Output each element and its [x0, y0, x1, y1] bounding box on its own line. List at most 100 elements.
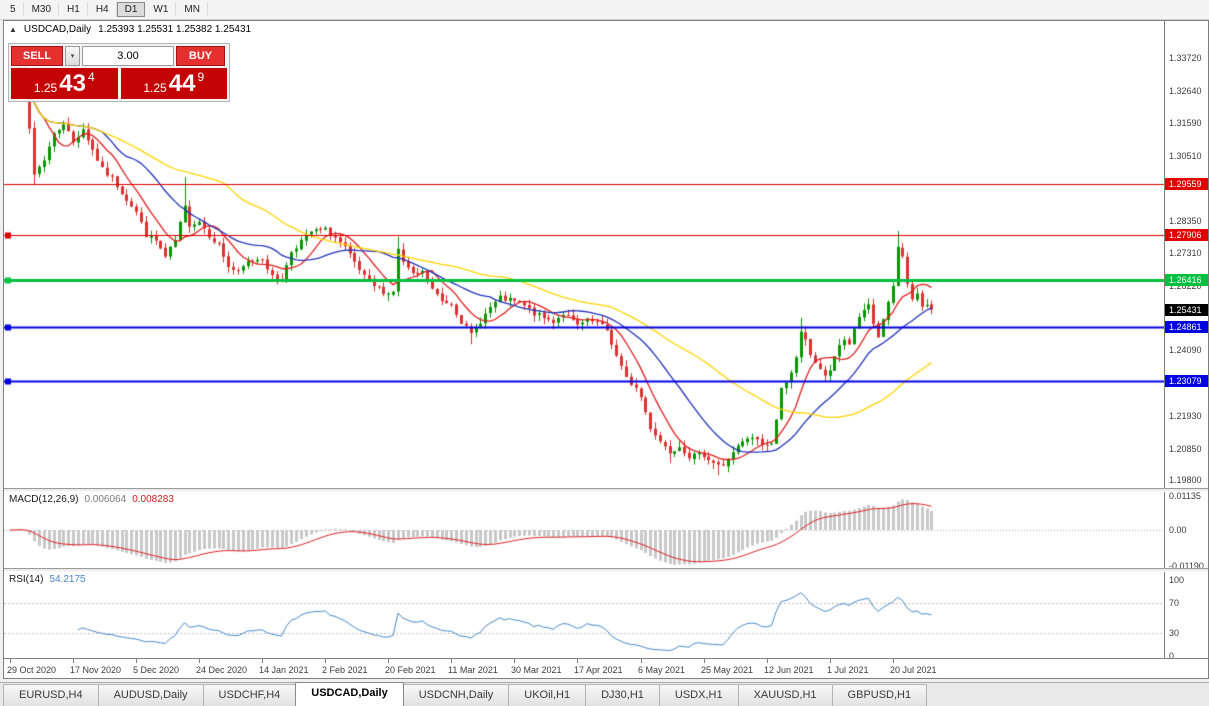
- time-axis-label: 24 Dec 2020: [196, 665, 248, 675]
- rsi-axis-label: 0: [1169, 651, 1175, 661]
- price-axis-label: 1.30510: [1169, 151, 1202, 161]
- buy-price-prefix: 1.25: [143, 81, 167, 95]
- chart-tab-usdcnh[interactable]: USDCNH,Daily: [402, 684, 510, 706]
- macd-header: MACD(12,26,9) 0.006064 0.008283: [9, 494, 174, 505]
- time-axis-label: 5 Dec 2020: [133, 665, 180, 675]
- timeframe-toolbar: 5 M30 H1 H4 D1 W1 MN: [0, 0, 1209, 20]
- time-axis-label: 17 Nov 2020: [70, 665, 122, 675]
- collapse-trade-panel-icon[interactable]: ▲: [9, 25, 17, 34]
- timeframe-button-h1[interactable]: H1: [59, 2, 88, 17]
- time-axis-tick: [451, 659, 452, 663]
- time-axis-label: 1 Jul 2021: [827, 665, 869, 675]
- time-axis-label: 20 Feb 2021: [385, 665, 436, 675]
- rsi-axis-label: 100: [1169, 575, 1185, 585]
- rsi-indicator-canvas[interactable]: [4, 572, 1164, 658]
- lot-size-input[interactable]: [82, 46, 174, 66]
- panel-divider[interactable]: [4, 488, 1208, 492]
- price-level-badge: 1.26416: [1165, 274, 1208, 286]
- time-axis-tick: [767, 659, 768, 663]
- macd-indicator-canvas[interactable]: [4, 492, 1164, 568]
- lot-size-stepper[interactable]: ▾: [65, 46, 80, 66]
- chevron-down-icon: ▾: [70, 53, 75, 60]
- buy-button[interactable]: BUY: [176, 46, 225, 66]
- price-axis-label: 1.21930: [1169, 411, 1202, 421]
- time-axis-label: 29 Oct 2020: [7, 665, 57, 675]
- time-axis-tick: [641, 659, 642, 663]
- chart-header: ▲ USDCAD,Daily 1.25393 1.25531 1.25382 1…: [9, 24, 251, 35]
- time-axis-tick: [514, 659, 515, 663]
- time-axis-tick: [577, 659, 578, 663]
- sell-price-pip: 4: [87, 70, 95, 84]
- buy-price-main: 44: [168, 69, 196, 97]
- time-axis[interactable]: 29 Oct 2020 17 Nov 2020 5 Dec 2020 24 Dec 2…: [4, 658, 1208, 678]
- chart-ohlc-values: 1.25393 1.25531 1.25382 1.25431: [98, 24, 252, 35]
- price-level-badge: 1.27906: [1165, 229, 1208, 241]
- macd-axis-label: -0.01190: [1169, 561, 1204, 571]
- rsi-title: RSI(14): [9, 574, 44, 585]
- price-axis-label: 1.26220: [1169, 281, 1202, 291]
- time-axis-tick: [262, 659, 263, 663]
- timeframe-button-d1[interactable]: D1: [116, 2, 146, 17]
- rsi-header: RSI(14) 54.2175: [9, 574, 86, 585]
- chart-tab-usdcad[interactable]: USDCAD,Daily: [295, 682, 404, 706]
- price-axis[interactable]: 1.33720 1.32640 1.31590 1.30510 1.28350 1.273…: [1164, 21, 1208, 661]
- chart-tab-xauusd[interactable]: XAUUSD,H1: [737, 684, 833, 706]
- time-axis-label: 6 May 2021: [638, 665, 686, 675]
- time-axis-tick: [325, 659, 326, 663]
- time-axis-tick: [893, 659, 894, 663]
- macd-signal-value: 0.008283: [132, 494, 174, 505]
- timeframe-button-m30[interactable]: M30: [24, 2, 60, 17]
- sell-price-display[interactable]: 1.25 43 4: [11, 68, 118, 99]
- chart-window: ▲ USDCAD,Daily 1.25393 1.25531 1.25382 1…: [3, 20, 1209, 679]
- timeframe-button-mn[interactable]: MN: [176, 2, 208, 17]
- rsi-axis-label: 70: [1169, 598, 1180, 608]
- buy-price-display[interactable]: 1.25 44 9: [120, 68, 227, 99]
- price-axis-label: 1.32640: [1169, 86, 1202, 96]
- price-axis-label: 1.24090: [1169, 345, 1202, 355]
- chart-title: USDCAD,Daily: [23, 24, 92, 35]
- rsi-axis-label: 30: [1169, 628, 1180, 638]
- price-axis-label: 1.19800: [1169, 475, 1202, 485]
- time-axis-tick: [388, 659, 389, 663]
- macd-main-value: 0.006064: [84, 494, 127, 505]
- chart-tab-eurusd[interactable]: EURUSD,H4: [3, 684, 99, 706]
- price-axis-label: 1.33720: [1169, 53, 1202, 63]
- price-axis-label: 1.20850: [1169, 444, 1202, 454]
- time-axis-label: 11 Mar 2021: [448, 665, 498, 675]
- macd-title: MACD(12,26,9): [9, 494, 79, 505]
- time-axis-label: 14 Jan 2021: [259, 665, 309, 675]
- macd-axis-label: 0.01135: [1169, 491, 1201, 501]
- chart-tab-audusd[interactable]: AUDUSD,Daily: [97, 684, 204, 706]
- timeframe-button-h4[interactable]: H4: [88, 2, 117, 17]
- time-axis-tick: [10, 659, 11, 663]
- timeframe-button-w1[interactable]: W1: [145, 2, 177, 17]
- chart-tab-usdx[interactable]: USDX,H1: [658, 684, 739, 706]
- macd-axis-label: 0.00: [1169, 525, 1187, 535]
- chart-tab-dj30[interactable]: DJ30,H1: [585, 684, 660, 706]
- sell-button[interactable]: SELL: [11, 46, 63, 66]
- price-level-badge: 1.24861: [1165, 321, 1208, 333]
- trade-panel-prices: 1.25 43 4 1.25 44 9: [11, 68, 227, 99]
- price-axis-label: 1.31590: [1169, 118, 1202, 128]
- price-axis-label: 1.28350: [1169, 216, 1202, 226]
- time-axis-label: 30 Mar 2021: [511, 665, 562, 675]
- sell-price-main: 43: [59, 69, 86, 97]
- sell-price-prefix: 1.25: [33, 81, 58, 95]
- time-axis-tick: [73, 659, 74, 663]
- chart-tab-ukoil[interactable]: UKOil,H1: [508, 684, 587, 706]
- panel-divider[interactable]: [4, 568, 1208, 572]
- time-axis-label: 25 May 2021: [701, 665, 754, 675]
- time-axis-tick: [199, 659, 200, 663]
- time-axis-label: 17 Apr 2021: [574, 665, 623, 675]
- rsi-value: 54.2175: [49, 574, 86, 585]
- chart-tab-gbpusd[interactable]: GBPUSD,H1: [831, 684, 928, 706]
- time-axis-label: 20 Jul 2021: [890, 665, 937, 675]
- time-axis-label: 2 Feb 2021: [322, 665, 368, 675]
- chart-tab-usdchf[interactable]: USDCHF,H4: [202, 684, 297, 706]
- current-price-badge: 1.25431: [1165, 304, 1208, 316]
- buy-price-pip: 9: [197, 70, 205, 84]
- price-axis-label: 1.27310: [1169, 248, 1202, 258]
- timeframe-button-5[interactable]: 5: [2, 2, 24, 17]
